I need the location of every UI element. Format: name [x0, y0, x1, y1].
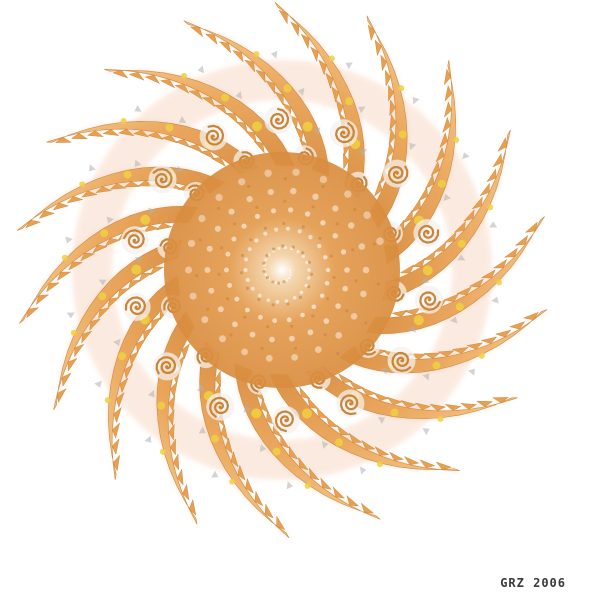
spiral-curl: [152, 167, 173, 189]
spiral-curl: [123, 229, 145, 249]
spiral-curl: [334, 122, 355, 144]
spiral-curl: [274, 410, 295, 433]
fractal-core: [164, 152, 400, 388]
spiral-curl: [387, 165, 409, 184]
spiral-curl: [269, 107, 290, 130]
spiral-curl: [391, 351, 412, 373]
spiral-curl: [209, 396, 230, 418]
spiral-curl: [419, 291, 441, 311]
core-texture: [185, 168, 384, 362]
artist-signature: GRZ 2006: [500, 576, 566, 590]
spiral-curl: [417, 224, 440, 244]
spiral-curl: [205, 124, 225, 146]
spiral-curl: [339, 394, 359, 416]
spiral-curl: [124, 296, 147, 316]
spiral-curl: [155, 356, 177, 375]
